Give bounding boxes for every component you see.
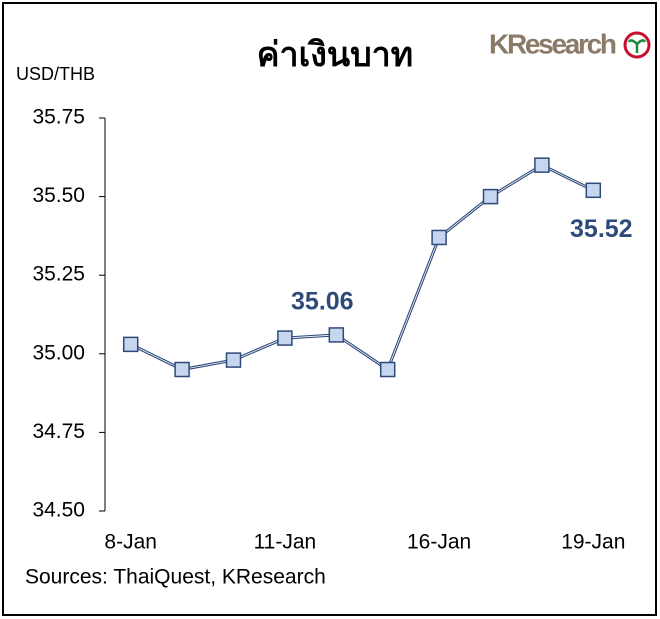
logo: KResearch [489, 28, 617, 59]
marker [122, 336, 139, 353]
x-tick-label: 8-Jan [104, 531, 157, 554]
marker [379, 361, 396, 378]
logo-leaf [627, 39, 647, 53]
data-label: 35.06 [291, 288, 354, 316]
marker [431, 229, 447, 246]
y-axis-label: USD/THB [16, 64, 95, 84]
x-tick-label: 11-Jan [254, 531, 317, 554]
y-tick-label: 35.25 [32, 263, 85, 286]
y-tick-label: 34.75 [32, 420, 85, 443]
marker [225, 352, 242, 368]
marker [328, 327, 345, 343]
line-highlight [130, 164, 594, 371]
y-tick-label: 35.00 [32, 341, 85, 364]
marker [174, 361, 190, 378]
marker [482, 188, 499, 205]
x-tick-label: 16-Jan [407, 531, 471, 554]
data-label: 35.52 [570, 215, 633, 243]
x-tick-label: 19-Jan [561, 531, 625, 554]
marker [277, 330, 293, 346]
marker [585, 182, 602, 199]
chart-title: ค่าเงินบาท [257, 36, 413, 74]
y-tick-label: 34.50 [32, 499, 85, 522]
source: Sources: ThaiQuest, KResearch [25, 566, 326, 589]
y-tick-label: 35.75 [32, 106, 85, 129]
y-tick-label: 35.50 [32, 184, 85, 207]
marker [534, 157, 550, 173]
